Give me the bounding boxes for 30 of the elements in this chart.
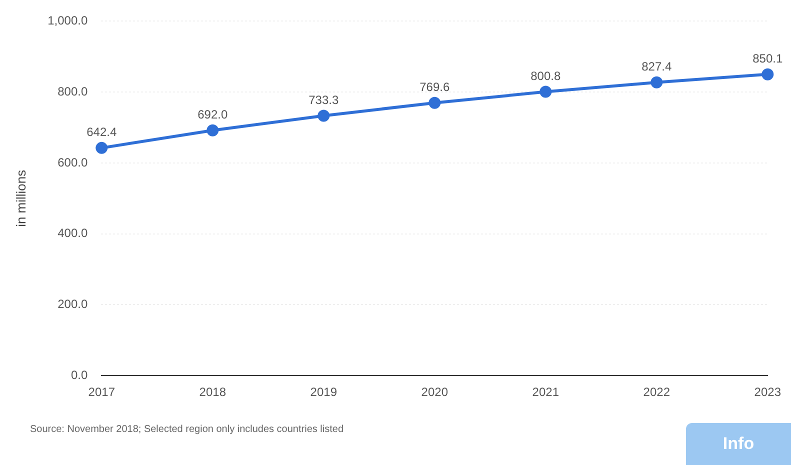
y-tick-label: 600.0 bbox=[58, 155, 88, 170]
point bbox=[96, 142, 108, 154]
point bbox=[318, 110, 330, 122]
point bbox=[762, 68, 774, 80]
x-tick-label: 2020 bbox=[421, 385, 448, 400]
point bbox=[540, 86, 552, 98]
point bbox=[206, 124, 219, 136]
text: Info bbox=[686, 423, 791, 465]
text: 827.4 bbox=[642, 60, 672, 74]
y-tick-label: 200.0 bbox=[58, 297, 88, 312]
y-tick-label: 800.0 bbox=[58, 84, 88, 98]
y-axis-title: in millions bbox=[13, 169, 28, 227]
source-note: Source: November 2018; Selected region only includes countries listed bbox=[30, 424, 344, 435]
x-tick-label: 2017 bbox=[88, 385, 116, 400]
y-tick-label: 400.0 bbox=[58, 226, 88, 240]
y-tick-label: 0.0 bbox=[70, 368, 88, 382]
text: 850.1 bbox=[752, 52, 783, 66]
x-tick-label: 2021 bbox=[532, 385, 560, 400]
x-tick-label: 2022 bbox=[643, 385, 670, 400]
x-tick-label: 2018 bbox=[199, 385, 226, 400]
x-tick-label: 2023 bbox=[754, 385, 782, 400]
text: 692.0 bbox=[198, 108, 228, 122]
text: 769.6 bbox=[420, 80, 450, 94]
y-tick-label: 1,000.0 bbox=[48, 14, 88, 28]
text: 733.3 bbox=[308, 93, 339, 108]
text: 642.4 bbox=[86, 125, 117, 140]
point bbox=[650, 76, 663, 88]
x-tick-label: 2019 bbox=[310, 385, 338, 400]
point bbox=[428, 96, 441, 109]
text: 800.8 bbox=[530, 69, 561, 84]
